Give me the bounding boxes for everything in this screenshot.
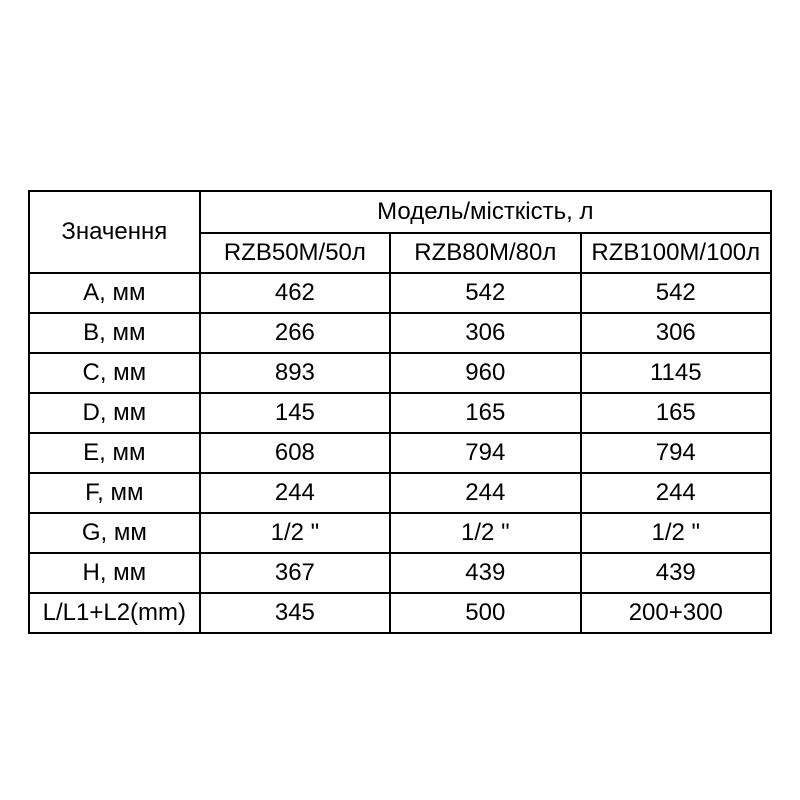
value-cell: 439 [581,553,771,593]
value-cell: 893 [200,353,390,393]
model-col-1: RZB80M/80л [390,233,580,273]
value-cell: 306 [390,313,580,353]
table-row: E, мм 608 794 794 [29,433,771,473]
value-cell: 306 [581,313,771,353]
model-col-2: RZB100M/100л [581,233,771,273]
param-cell: G, мм [29,513,200,553]
table-row: A, мм 462 542 542 [29,273,771,313]
param-cell: B, мм [29,313,200,353]
param-cell: L/L1+L2(mm) [29,593,200,633]
table-body: A, мм 462 542 542 B, мм 266 306 306 C, м… [29,273,771,633]
value-cell: 960 [390,353,580,393]
corner-header: Значення [29,191,200,273]
value-cell: 542 [581,273,771,313]
value-cell: 367 [200,553,390,593]
value-cell: 165 [390,393,580,433]
model-col-0: RZB50M/50л [200,233,390,273]
value-cell: 608 [200,433,390,473]
value-cell: 439 [390,553,580,593]
value-cell: 1/2 " [390,513,580,553]
param-cell: D, мм [29,393,200,433]
table-row: H, мм 367 439 439 [29,553,771,593]
value-cell: 145 [200,393,390,433]
param-cell: F, мм [29,473,200,513]
value-cell: 500 [390,593,580,633]
value-cell: 266 [200,313,390,353]
param-cell: A, мм [29,273,200,313]
value-cell: 462 [200,273,390,313]
table-row: F, мм 244 244 244 [29,473,771,513]
value-cell: 1/2 " [581,513,771,553]
table-row: G, мм 1/2 " 1/2 " 1/2 " [29,513,771,553]
value-cell: 244 [581,473,771,513]
param-cell: C, мм [29,353,200,393]
group-header: Модель/місткість, л [200,191,771,233]
param-cell: H, мм [29,553,200,593]
value-cell: 200+300 [581,593,771,633]
value-cell: 794 [581,433,771,473]
value-cell: 244 [390,473,580,513]
value-cell: 1145 [581,353,771,393]
spec-table: Значення Модель/місткість, л RZB50M/50л … [28,190,772,634]
value-cell: 794 [390,433,580,473]
value-cell: 345 [200,593,390,633]
value-cell: 542 [390,273,580,313]
table-row: L/L1+L2(mm) 345 500 200+300 [29,593,771,633]
value-cell: 1/2 " [200,513,390,553]
table-row: B, мм 266 306 306 [29,313,771,353]
value-cell: 165 [581,393,771,433]
table-row: C, мм 893 960 1145 [29,353,771,393]
value-cell: 244 [200,473,390,513]
param-cell: E, мм [29,433,200,473]
table-row: D, мм 145 165 165 [29,393,771,433]
